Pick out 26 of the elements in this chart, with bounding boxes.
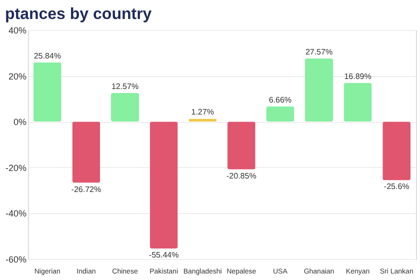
bar	[344, 82, 372, 122]
data-label: 25.84%	[34, 51, 61, 60]
y-tick-label: 0%	[13, 117, 26, 128]
data-label: 6.66%	[268, 95, 292, 104]
chart-title: ptances by country	[4, 6, 152, 23]
bar	[72, 122, 100, 183]
bar	[150, 122, 178, 249]
bar	[111, 92, 139, 122]
bar	[382, 122, 411, 180]
y-tick-label: -40%	[5, 208, 26, 219]
bar	[33, 62, 62, 122]
y-tick-label: -60%	[5, 254, 26, 264]
y-tick-label: 20%	[8, 71, 26, 82]
data-label: 27.57%	[305, 47, 333, 56]
data-label: -26.72%	[71, 184, 102, 194]
data-label: -20.85%	[226, 171, 256, 180]
bar	[266, 106, 294, 122]
data-label: 16.89%	[344, 72, 372, 81]
data-label: 12.57%	[111, 82, 139, 91]
data-label: -25.6%	[384, 182, 410, 192]
data-label: -55.44%	[148, 250, 179, 260]
bar	[305, 58, 333, 122]
y-tick-label: 40%	[8, 26, 26, 36]
bar	[227, 122, 256, 170]
data-label: 1.27%	[191, 108, 214, 117]
y-tick-label: -20%	[5, 162, 26, 173]
